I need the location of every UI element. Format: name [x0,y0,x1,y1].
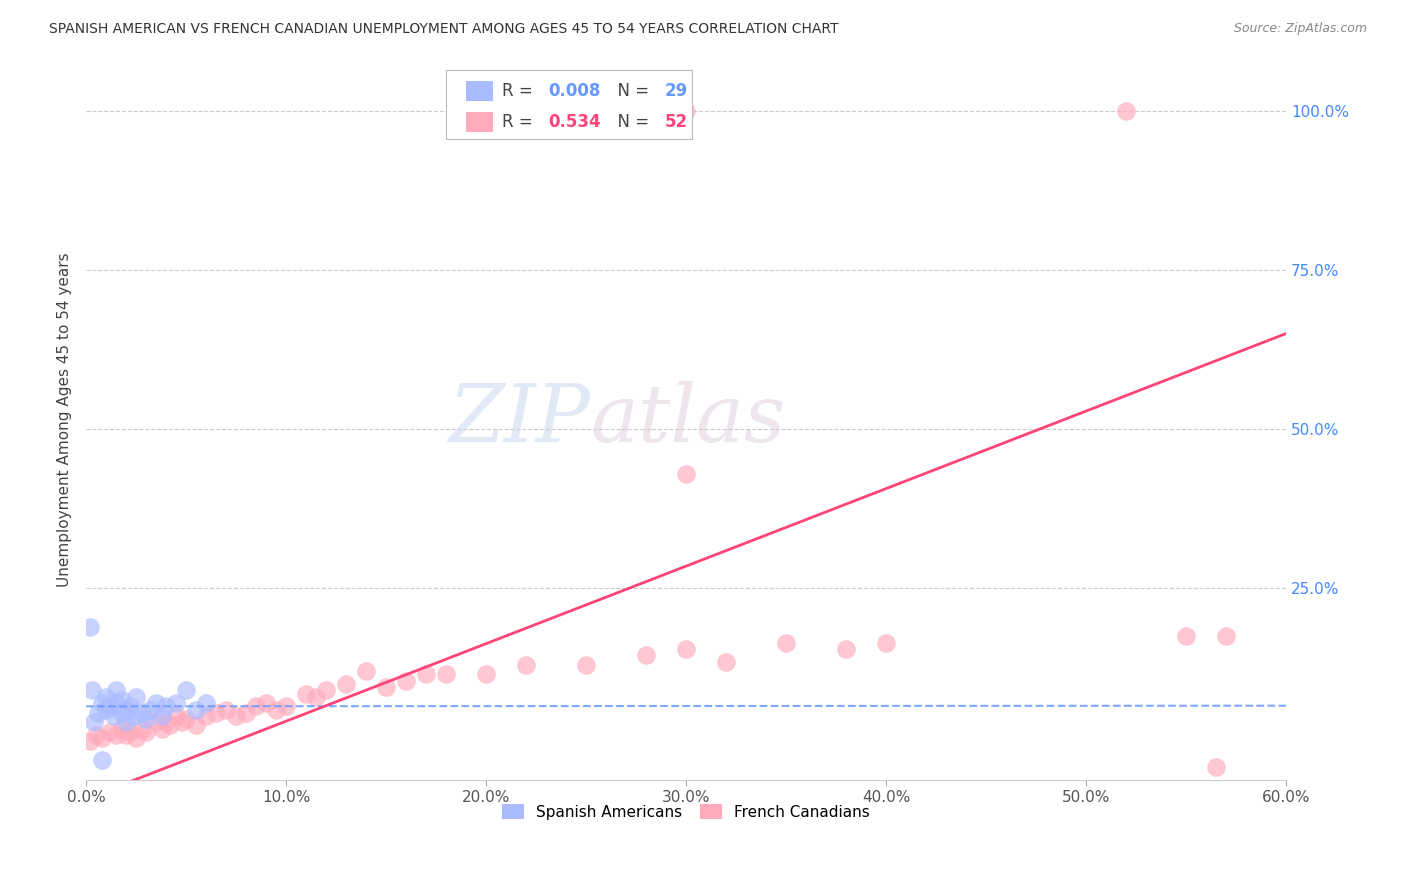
Point [1205,760,1227,774]
Text: Source: ZipAtlas.com: Source: ZipAtlas.com [1233,22,1367,36]
Point [395,673,418,688]
Text: R =: R = [502,112,538,131]
Point [83,715,105,730]
Point [155,715,177,730]
Text: ZIP: ZIP [449,381,591,458]
Point [835,642,858,657]
Point [634,648,657,663]
Point [125,731,148,746]
Point [264,702,287,716]
Point [94,702,117,716]
Point [714,655,737,669]
Text: N =: N = [607,82,654,100]
Point [98,724,121,739]
Point [195,696,218,710]
Point [165,709,187,723]
Point [150,709,173,723]
Point [215,702,238,716]
Point [415,667,437,681]
Point [274,699,297,714]
Y-axis label: Unemployment Among Ages 45 to 54 years: Unemployment Among Ages 45 to 54 years [58,252,72,587]
Point [205,706,228,720]
FancyBboxPatch shape [467,112,494,132]
Point [155,699,177,714]
Point [1175,629,1198,643]
Point [335,677,357,691]
Point [111,706,134,720]
Point [675,467,697,481]
Point [159,718,181,732]
Point [115,728,138,742]
Point [575,657,598,672]
Point [1115,103,1137,118]
Point [111,722,134,736]
Text: 0.008: 0.008 [548,82,600,100]
Point [305,690,328,704]
Point [103,709,125,723]
Point [184,702,207,716]
Point [195,709,218,723]
Text: atlas: atlas [591,381,786,458]
Point [184,718,207,732]
Point [145,696,167,710]
Point [115,715,138,730]
Point [375,680,398,694]
Point [165,696,187,710]
Text: 52: 52 [665,112,688,131]
Point [875,635,897,649]
Point [122,709,145,723]
Point [225,709,247,723]
Text: 29: 29 [665,82,688,100]
Point [120,699,142,714]
Point [170,715,193,730]
Point [91,731,114,746]
Point [120,724,142,739]
Point [434,667,457,681]
Point [115,702,138,716]
Point [91,754,114,768]
Legend: Spanish Americans, French Canadians: Spanish Americans, French Canadians [496,798,876,826]
Point [94,690,117,704]
Point [1215,629,1237,643]
Point [235,706,257,720]
Point [87,706,110,720]
Point [79,620,101,634]
Point [675,103,697,118]
Point [675,642,697,657]
Point [105,683,128,698]
Point [135,724,157,739]
Text: 0.534: 0.534 [548,112,600,131]
Point [80,683,103,698]
Point [174,712,197,726]
Point [295,687,318,701]
Point [125,690,148,704]
Point [131,706,153,720]
Point [254,696,277,710]
Point [150,722,173,736]
Point [105,728,128,742]
Point [84,728,107,742]
Text: N =: N = [607,112,654,131]
Point [315,683,337,698]
Point [174,683,197,698]
Text: SPANISH AMERICAN VS FRENCH CANADIAN UNEMPLOYMENT AMONG AGES 45 TO 54 YEARS CORRE: SPANISH AMERICAN VS FRENCH CANADIAN UNEM… [49,22,839,37]
Text: R =: R = [502,82,538,100]
Point [354,665,377,679]
Point [98,699,121,714]
Point [139,702,162,716]
Point [111,693,134,707]
Point [131,722,153,736]
Point [135,712,157,726]
Point [775,635,797,649]
FancyBboxPatch shape [446,70,692,139]
Point [245,699,267,714]
Point [105,696,128,710]
FancyBboxPatch shape [467,81,494,101]
Point [79,734,101,748]
Point [91,696,114,710]
Point [145,715,167,730]
Point [515,657,537,672]
Point [475,667,498,681]
